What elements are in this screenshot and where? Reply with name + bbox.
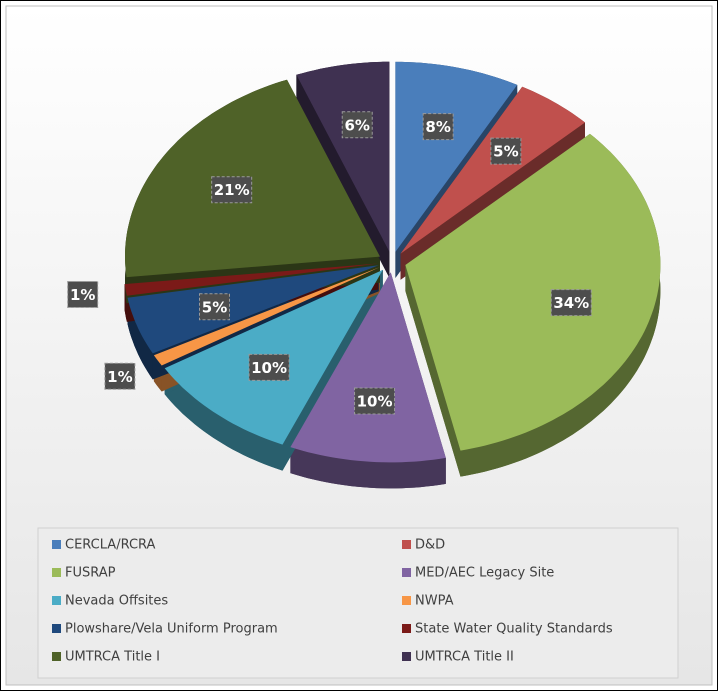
legend: CERCLA/RCRA D&D FUSRAP MED/AEC Legacy Site N… xyxy=(52,538,613,665)
data-label: 34% xyxy=(553,294,589,312)
data-label-box xyxy=(67,280,99,308)
legend-label: NWPA xyxy=(415,594,454,609)
slice-side xyxy=(290,447,446,489)
legend-swatch xyxy=(52,540,61,549)
data-label: 10% xyxy=(357,393,393,411)
legend-label: UMTRCA Title II xyxy=(415,650,514,665)
data-label: 1% xyxy=(107,368,132,386)
slice xyxy=(127,265,379,354)
data-label-box xyxy=(199,293,231,321)
data-label: 5% xyxy=(202,298,227,316)
slice-side xyxy=(164,368,283,471)
data-label: 5% xyxy=(493,143,518,161)
data-label: 21% xyxy=(214,181,250,199)
data-label: 1% xyxy=(70,286,95,304)
legend-label: CERCLA/RCRA xyxy=(65,538,156,553)
data-label: 6% xyxy=(344,116,369,134)
data-label-box xyxy=(550,289,592,317)
legend-swatch xyxy=(402,596,411,605)
legend-label: Plowshare/Vela Uniform Program xyxy=(65,622,278,637)
legend-swatch xyxy=(52,652,61,661)
slice-side xyxy=(127,297,153,380)
data-label-box xyxy=(490,137,522,165)
pie-tops xyxy=(124,61,661,463)
slice xyxy=(124,263,379,296)
data-labels: 8% 5% 34% 10% 10% 1% 5% 1% 21% 6% xyxy=(67,111,592,415)
data-label-box xyxy=(354,387,396,415)
legend-swatch xyxy=(52,596,61,605)
data-label: 8% xyxy=(425,118,450,136)
data-label-box xyxy=(104,362,136,390)
slice xyxy=(125,79,380,278)
slice xyxy=(290,272,446,463)
slice xyxy=(400,86,585,254)
slice-cut xyxy=(405,265,461,477)
legend-swatch xyxy=(402,652,411,661)
legend-box xyxy=(37,527,679,679)
slice-cut xyxy=(296,74,390,278)
data-label-box xyxy=(341,111,373,139)
slice xyxy=(153,267,380,366)
data-label-box xyxy=(211,176,253,204)
legend-label: UMTRCA Title I xyxy=(65,650,160,665)
legend-label: FUSRAP xyxy=(65,566,116,581)
legend-label: D&D xyxy=(415,538,445,553)
legend-label: MED/AEC Legacy Site xyxy=(415,566,554,581)
legend-swatch xyxy=(402,624,411,633)
data-label-box xyxy=(422,113,454,141)
legend-label: State Water Quality Standards xyxy=(415,622,613,637)
slice xyxy=(395,61,518,252)
legend-swatch xyxy=(52,624,61,633)
slice-side xyxy=(460,133,661,477)
slice xyxy=(296,61,390,252)
data-label-box xyxy=(248,353,290,381)
slice xyxy=(405,133,661,451)
legend-swatch xyxy=(52,568,61,577)
data-label: 10% xyxy=(251,359,287,377)
legend-swatch xyxy=(402,568,411,577)
legend-swatch xyxy=(402,540,411,549)
legend-label: Nevada Offsites xyxy=(65,594,168,609)
